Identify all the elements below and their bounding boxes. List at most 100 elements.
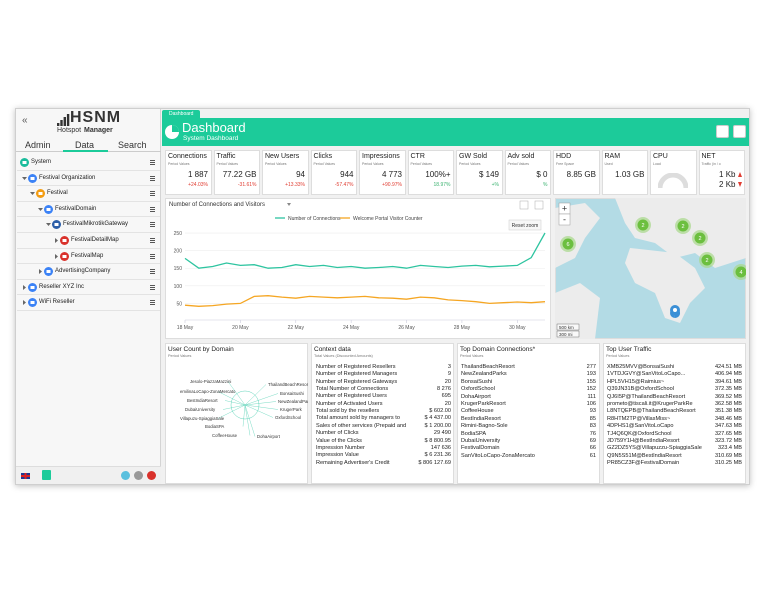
tree-row[interactable]	[17, 280, 160, 296]
row-label: KrugerParkResort	[461, 401, 506, 407]
row-value: 66	[589, 445, 596, 452]
tree-label[interactable]: FestivalMikrotikGateway	[63, 221, 129, 228]
panel-title: Top Domain Connections*	[460, 346, 536, 353]
row-label: JD759Y1H@BestIndiaResort	[607, 438, 680, 444]
row-value: 69	[589, 438, 596, 444]
arrow	[46, 223, 51, 227]
tree-row[interactable]	[17, 155, 160, 171]
tab[interactable]: Admin	[25, 140, 51, 150]
tree-label[interactable]: Festival Organization	[39, 174, 96, 181]
kpi-title: Connections	[168, 153, 207, 160]
arrow	[55, 253, 58, 259]
row-value: 406.94 MB	[714, 371, 742, 378]
row-label: NewZealandParks	[461, 371, 507, 378]
cluster-count: 2	[681, 224, 684, 230]
footer-button[interactable]	[134, 471, 143, 480]
cluster[interactable]	[694, 232, 706, 244]
cluster[interactable]	[735, 266, 747, 278]
chart-tool[interactable]	[534, 200, 544, 210]
row-value: 93	[589, 408, 596, 415]
header-button[interactable]	[733, 125, 746, 138]
footer-button[interactable]	[121, 471, 130, 480]
icon-glyph	[46, 270, 51, 274]
cluster[interactable]	[677, 220, 689, 232]
tree-row[interactable]	[17, 264, 160, 280]
tree-label[interactable]: FestivalDomain	[55, 205, 97, 212]
chart-tool[interactable]	[519, 200, 529, 210]
collapse-button[interactable]: «	[22, 115, 28, 126]
kpi-title: New Users	[265, 153, 300, 160]
tree-icon	[44, 267, 53, 277]
row-value: 61	[589, 452, 596, 459]
kpi-title: Traffic	[216, 153, 236, 160]
expand-arrow	[39, 269, 42, 275]
net-arrow	[737, 172, 742, 177]
user-button[interactable]	[42, 470, 51, 480]
kpi-value: $ 149	[478, 170, 499, 179]
row-value: 76	[589, 430, 596, 437]
cluster[interactable]	[701, 254, 713, 266]
series-line	[184, 232, 546, 269]
gauge-track	[658, 173, 688, 189]
tree-icon	[36, 189, 45, 199]
tree-row[interactable]	[17, 233, 160, 249]
kpi-change: -31.61%	[237, 182, 257, 188]
legend-label: Welcome Portal Visitor Counter	[353, 216, 423, 222]
row-value: 424.51 MB	[714, 364, 742, 370]
arrow	[38, 207, 43, 211]
tree-row[interactable]	[17, 202, 160, 218]
kpi-sub: Traffic (in / o	[701, 162, 721, 166]
tree-label[interactable]: System	[31, 159, 52, 165]
row-label: Rimini-Bagno-Sole	[461, 423, 508, 430]
tree-label[interactable]: Reseller XYZ Inc	[39, 283, 85, 290]
cluster[interactable]	[637, 219, 649, 231]
x-tick-label: 18 May	[177, 325, 194, 331]
icon-glyph	[38, 192, 43, 196]
arrow	[23, 300, 26, 306]
active-tab-underline	[63, 150, 108, 152]
header-button[interactable]	[716, 125, 729, 138]
tree-label[interactable]: Festival	[47, 190, 68, 197]
tree-row[interactable]	[17, 249, 160, 265]
dropdown	[287, 203, 291, 206]
tree-icon	[44, 204, 53, 214]
kpi-sub: Period Values	[265, 162, 287, 166]
kpi-value: 77.22 GB	[222, 170, 257, 179]
tree-row[interactable]	[17, 171, 160, 187]
tree-row[interactable]	[17, 186, 160, 202]
tree-label[interactable]: AdvertisingCompany	[55, 268, 111, 275]
logo-bar	[66, 114, 70, 126]
tree-row[interactable]	[17, 217, 160, 233]
cluster[interactable]	[562, 238, 574, 250]
tree-label[interactable]: WiFi Reseller	[39, 299, 75, 306]
menu-line	[150, 304, 155, 306]
zoom-label: -	[563, 215, 566, 225]
menu-line	[150, 238, 155, 239]
kpi-value: 1 Kb	[719, 170, 736, 179]
scale-bar	[556, 323, 580, 331]
header-band	[162, 118, 749, 146]
kpi-change: +%	[491, 182, 499, 188]
tree-label[interactable]: FestivalMap	[71, 252, 104, 259]
row-value: 155	[586, 378, 596, 385]
reset-button[interactable]	[508, 219, 542, 231]
zoom-button[interactable]	[558, 213, 571, 226]
row-value: 347.63 MB	[714, 423, 742, 430]
row-label: Impression Number	[316, 444, 365, 451]
row-label: BodiaSPA	[461, 430, 487, 437]
tab[interactable]: Search	[118, 140, 147, 150]
land	[625, 248, 705, 323]
tab[interactable]: Data	[75, 140, 95, 150]
tree-label[interactable]: FestivalDetailMap	[71, 237, 119, 243]
menu-line	[150, 284, 155, 286]
menu-line	[150, 160, 155, 161]
icon-glyph	[30, 301, 35, 305]
row-menu	[150, 222, 155, 228]
footer-button[interactable]	[147, 471, 156, 480]
row-value: 351.38 MB	[714, 408, 742, 415]
graph-node-label: KrugerPark	[280, 407, 303, 412]
kpi-card	[601, 150, 648, 195]
row-menu	[150, 160, 155, 165]
tree-row[interactable]	[17, 295, 160, 311]
map: 2 2 6 2 2 4 +- 500 km 300 mi	[555, 198, 746, 339]
